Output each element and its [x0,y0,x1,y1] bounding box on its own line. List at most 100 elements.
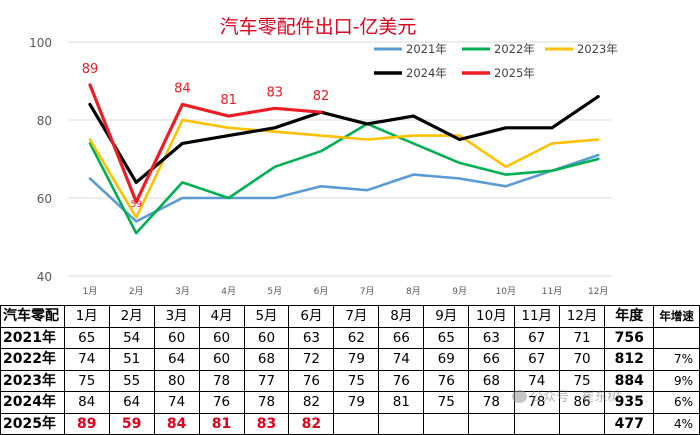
series-line [88,83,323,204]
table-row: 2022年 74 51 64 60 68 72 79 74 69 66 67 70 812 7% [0,348,700,371]
table-cell: 75 [558,369,606,392]
table-cell: 84 [153,412,200,435]
data-label: 81 [220,93,237,108]
table-cell: 83 [243,412,290,435]
y-tick-label: 40 [37,270,52,284]
table-cell: 72 [288,348,335,371]
x-tick-label: 4月 [221,286,236,297]
growth-header: 年增速 [653,305,700,328]
table-cell: 74 [63,348,110,371]
annual-growth: 4% [653,412,700,435]
annual-growth [653,326,700,349]
annual-total: 477 [604,412,655,435]
x-axis-ticks: 1月 2月 3月 4月 5月 6月 7月 8月 9月 10月 11月 12月 [83,286,609,297]
table-header-row: 汽车零配 1月 2月 3月 4月 5月 6月 7月 8月 9月 10月 11月 12月 年度 年增速 [0,305,700,328]
table-cell: 86 [558,391,606,414]
table-cell: 76 [423,369,470,392]
data-label: 84 [174,81,191,96]
data-table: 汽车零配 1月 2月 3月 4月 5月 6月 7月 8月 9月 10月 11月 12月 年度 年增速 2021… [0,305,700,435]
table-cell [558,412,606,435]
table-row: 2023年 75 55 80 78 77 76 75 76 76 68 74 75 884 9% [0,369,700,392]
watermark: 公众号 · 崔东树 [512,386,620,405]
annual-growth: 6% [653,391,700,414]
table-cell: 68 [243,348,290,371]
table-cell: 82 [288,391,335,414]
x-tick-label: 12月 [588,286,608,297]
series-lines [88,83,600,235]
x-tick-label: 6月 [314,286,329,297]
line-chart: 汽车零配件出口-亿美元 40 60 80 100 1月 2月 3月 4月 5月 6月 7月 8月 9月… [29,16,618,297]
table-cell: 63 [288,326,335,349]
table-cell: 79 [333,391,380,414]
y-tick-label: 80 [37,114,52,128]
table-cell: 89 [63,412,110,435]
x-tick-label: 2月 [129,286,144,297]
table-cell: 63 [468,326,515,349]
table-cell: 68 [468,369,515,392]
table-cell: 81 [378,391,425,414]
table-row: 2021年 65 54 60 60 60 63 62 66 65 63 67 71 756 [0,326,700,349]
table-cell: 70 [558,348,606,371]
annual-header: 年度 [604,305,655,328]
month-header: 7月 [333,305,380,328]
table-cell: 60 [198,348,245,371]
month-header: 8月 [378,305,425,328]
table-cell: 79 [333,348,380,371]
wechat-icon [512,390,527,403]
table-cell: 66 [468,348,515,371]
legend-label: 2024年 [406,66,447,80]
data-label: 82 [313,89,330,104]
month-header: 10月 [468,305,515,328]
table-cell: 76 [198,391,245,414]
table-cell: 64 [108,391,155,414]
month-header: 6月 [288,305,335,328]
annual-growth: 7% [653,348,700,371]
table-cell: 77 [243,369,290,392]
table-cell: 78 [198,369,245,392]
annual-total: 884 [604,369,655,392]
row-year-label: 2025年 [0,412,65,435]
data-label: 89 [82,62,99,77]
row-year-label: 2023年 [0,369,65,392]
table-cell: 62 [333,326,380,349]
annual-total: 935 [604,391,655,414]
y-tick-label: 100 [29,36,52,50]
x-tick-label: 7月 [360,286,375,297]
table-cell: 66 [378,326,425,349]
month-header: 2月 [108,305,155,328]
legend-label: 2023年 [577,42,618,56]
legend-label: 2021年 [406,42,447,56]
month-header: 3月 [153,305,200,328]
table-cell: 60 [198,326,245,349]
y-axis-ticks: 40 60 80 100 [29,36,52,284]
table-cell: 65 [423,326,470,349]
x-tick-label: 3月 [175,286,190,297]
month-header: 4月 [198,305,245,328]
table-cell [468,412,515,435]
table-cell: 55 [108,369,155,392]
series-line [88,118,600,219]
table-cell: 75 [423,391,470,414]
legend-label: 2022年 [494,42,535,56]
table-cell: 80 [153,369,200,392]
data-label: 59 [130,200,142,210]
row-year-label: 2024年 [0,391,65,414]
month-header: 5月 [243,305,290,328]
table-corner-header: 汽车零配 [0,305,65,328]
table-cell: 76 [378,369,425,392]
series-line [88,95,600,184]
gridlines [68,41,612,277]
series-line [88,153,600,223]
table-cell: 71 [558,326,606,349]
table-cell: 78 [243,391,290,414]
table-cell: 54 [108,326,155,349]
table-cell: 76 [288,369,335,392]
table-cell: 82 [288,412,335,435]
month-header: 1月 [63,305,110,328]
annual-growth: 9% [653,369,700,392]
table-cell: 74 [378,348,425,371]
row-year-label: 2021年 [0,326,65,349]
table-cell: 81 [198,412,245,435]
x-tick-label: 11月 [542,286,562,297]
x-tick-label: 9月 [452,286,467,297]
